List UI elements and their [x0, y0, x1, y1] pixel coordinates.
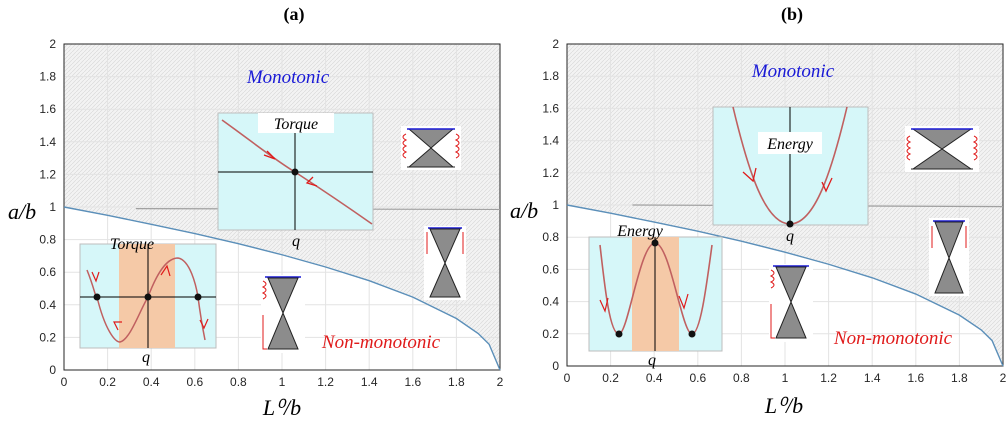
x-tick-label-b: 2	[1000, 371, 1007, 385]
y-tick-label-a: 1	[49, 200, 56, 214]
y-tick-label-b: 1.2	[542, 166, 559, 180]
y-tick-label-a: 1.8	[39, 70, 56, 84]
x-tick-label-b: 1.6	[907, 371, 924, 385]
mechanism-horizontal-b	[905, 126, 979, 172]
ticks-b: 0 0.2 0.4 0.6 0.8 1 1.2 1.4 1.6 1.8 2 0 0.2 0.4 0.6 0.8…	[542, 37, 1006, 385]
y-tick-label-b: 0.4	[542, 295, 559, 309]
panel-b: (b) 0 0.2 0.4 0.6 0.8 1 1.2 1.4 1.6 1.8 2 0 0.2 0.4 0.…	[510, 4, 1007, 418]
x-tick-label-a: 1.6	[404, 375, 421, 389]
inset-q-label-a2: q	[142, 349, 150, 366]
inset-title-energy-b1: Energy	[766, 136, 814, 153]
y-tick-label-b: 1.8	[542, 69, 559, 83]
inset-title-torque-a2: Torque	[110, 236, 154, 253]
x-tick-label-b: 0.6	[689, 371, 706, 385]
mechanism-vertical-b1	[929, 218, 969, 296]
y-tick-label-a: 0	[49, 363, 56, 377]
x-tick-label-b: 1.4	[864, 371, 881, 385]
x-tick-label-a: 0.8	[230, 375, 247, 389]
x-tick-label-b: 0.8	[733, 371, 750, 385]
y-tick-label-b: 0.2	[542, 327, 559, 341]
y-axis-label-a: a/b	[8, 199, 36, 224]
monotonic-label-a: Monotonic	[246, 67, 330, 88]
y-tick-label-a: 0.8	[39, 233, 56, 247]
y-tick-label-a: 1.2	[39, 167, 56, 181]
y-tick-label-b: 0.8	[542, 230, 559, 244]
nonmonotonic-label-b: Non-monotonic	[833, 328, 953, 349]
ticks-a: 0 0.2 0.4 0.6 0.8 1 1.2 1.4 1.6 1.8 2 0 0.2 0.4 0.6 0.8…	[39, 37, 503, 389]
x-tick-label-a: 1.8	[448, 375, 465, 389]
x-tick-label-b: 1	[782, 371, 789, 385]
y-tick-label-a: 0.2	[39, 330, 56, 344]
y-tick-label-b: 1	[552, 198, 559, 212]
inset-q-label-b1: q	[786, 228, 794, 245]
y-tick-label-a: 1.4	[39, 135, 56, 149]
y-tick-label-b: 0	[552, 359, 559, 373]
inset-title-torque-a1: Torque	[274, 116, 318, 133]
x-tick-label-b: 1.2	[820, 371, 837, 385]
mechanism-horizontal-a	[401, 126, 461, 170]
x-tick-label-b: 1.8	[951, 371, 968, 385]
x-tick-label-a: 1	[279, 375, 286, 389]
x-tick-label-a: 1.2	[317, 375, 334, 389]
y-tick-label-a: 2	[49, 37, 56, 51]
x-axis-label-a: L⁰/b	[262, 395, 301, 420]
mechanism-vertical-a2	[261, 275, 305, 353]
inset-monotonic-energy: Energy q	[712, 106, 869, 245]
inset-q-label-b2: q	[648, 352, 656, 369]
x-tick-label-b: 0	[564, 371, 571, 385]
inset-nonmonotonic-torque: Torque q	[79, 236, 217, 366]
y-axis-label-b: a/b	[510, 198, 538, 223]
inset-q-label-a1: q	[292, 233, 300, 250]
monotonic-label-b: Monotonic	[751, 61, 835, 82]
inset-nonmonotonic-energy: Energy q	[588, 223, 723, 369]
mechanism-vertical-b2	[769, 264, 813, 342]
y-tick-label-a: 1.6	[39, 102, 56, 116]
panel-b-label: (b)	[781, 4, 803, 25]
inset-title-energy-b2: Energy	[616, 223, 664, 240]
y-tick-label-b: 1.4	[542, 134, 559, 148]
boundary-curve	[566, 204, 1004, 367]
y-tick-label-a: 0.4	[39, 298, 56, 312]
x-tick-label-b: 0.2	[602, 371, 619, 385]
x-tick-label-a: 0.6	[186, 375, 203, 389]
y-tick-label-b: 2	[552, 37, 559, 51]
x-tick-label-a: 0.2	[99, 375, 116, 389]
y-tick-label-b: 0.6	[542, 262, 559, 276]
x-tick-label-a: 0	[61, 375, 68, 389]
mechanism-vertical-a1	[424, 226, 466, 300]
x-tick-label-a: 2	[497, 375, 504, 389]
x-axis-label-b: L⁰/b	[764, 393, 803, 418]
x-tick-label-a: 0.4	[143, 375, 160, 389]
y-tick-label-a: 0.6	[39, 265, 56, 279]
x-tick-label-a: 1.4	[361, 375, 378, 389]
nonmonotonic-label-a: Non-monotonic	[321, 332, 441, 353]
boundary-curve	[63, 206, 501, 371]
inset-monotonic-torque: Torque q	[217, 112, 374, 250]
panel-a-label: (a)	[284, 4, 305, 25]
y-tick-label-b: 1.6	[542, 101, 559, 115]
panel-a: (a) 0 0.2 0.4 0.6 0.8 1 1.2 1.4 1.6 1.8 2 0 0.2 0.4 0.…	[8, 4, 504, 420]
x-tick-label-b: 0.4	[646, 371, 663, 385]
